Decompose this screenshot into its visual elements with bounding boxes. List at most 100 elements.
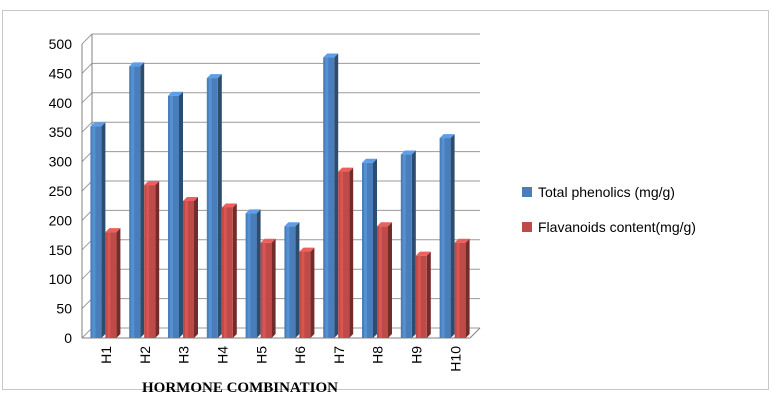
y-tick-label: 0 <box>64 330 72 346</box>
y-tick-label: 350 <box>49 124 73 140</box>
y-tick-label: 250 <box>49 183 73 199</box>
bar-flavanoids-h1-side <box>116 228 121 338</box>
bar-total-phenolics-h6-front <box>284 226 296 338</box>
bar-total-phenolics-h5-side <box>256 209 261 338</box>
x-tick-label: H1 <box>98 346 114 364</box>
gridline-side <box>81 151 93 162</box>
bar-total-phenolics-h1 <box>90 122 106 338</box>
bar-flavanoids-h2 <box>144 181 160 338</box>
bar-flavanoids-h2-front <box>144 185 156 338</box>
bar-total-phenolics-h10-front <box>439 138 451 338</box>
bar-total-phenolics-h1-side <box>101 122 106 338</box>
legend: Total phenolics (mg/g) Flavanoids conten… <box>522 184 696 235</box>
bar-total-phenolics-h3-side <box>179 91 183 338</box>
bar-total-phenolics-h6 <box>284 222 300 338</box>
gridline-side <box>81 239 93 251</box>
bar-total-phenolics-h7 <box>323 53 339 339</box>
gridline-side <box>81 63 93 74</box>
tick-labels: 0 50 100 150 200 250 300 350 400 450 500 H1 H2 H3 H4 H5… <box>49 36 464 372</box>
bar-flavanoids-h4-side <box>232 203 237 338</box>
bar-total-phenolics-h4-highlight <box>208 78 212 338</box>
bar-total-phenolics-h8-top <box>362 158 377 163</box>
bar-flavanoids-h2-top <box>144 181 160 186</box>
bar-total-phenolics-h9-top <box>400 150 416 155</box>
bar-flavanoids-h3-highlight <box>185 200 188 338</box>
bar-flavanoids-h10-top <box>454 238 470 243</box>
bar-flavanoids-h10 <box>454 238 470 338</box>
gridline-side <box>81 210 93 221</box>
bar-flavanoids-h9-highlight <box>417 255 421 338</box>
bar-total-phenolics-h10-highlight <box>441 138 445 338</box>
bar-flavanoids-h7-front <box>338 171 350 338</box>
bar-total-phenolics-h3-front <box>168 95 179 338</box>
legend-swatch-flavanoids <box>522 222 532 232</box>
gridline-side <box>81 121 93 133</box>
bar-total-phenolics-h9-front <box>400 154 412 338</box>
bar-flavanoids-h1-highlight <box>107 232 111 338</box>
bar-flavanoids-h10-highlight <box>456 242 460 338</box>
bar-flavanoids-h7-top <box>338 167 354 172</box>
bar-total-phenolics-h3-highlight <box>170 95 173 338</box>
bar-total-phenolics-h7-front <box>323 57 335 339</box>
bar-flavanoids-h9 <box>415 251 431 338</box>
bar-total-phenolics-h9 <box>400 150 416 338</box>
bar-flavanoids-h7 <box>338 167 354 338</box>
bar-total-phenolics-h5-highlight <box>247 213 251 338</box>
floor-edge <box>469 327 481 339</box>
x-axis-title: HORMONE COMBINATION <box>142 380 338 396</box>
y-tick-label: 450 <box>49 65 73 81</box>
bar-total-phenolics-h4-top <box>206 74 222 79</box>
bar-total-phenolics-h1-highlight <box>92 126 96 338</box>
gridline-side <box>81 327 93 339</box>
x-tick-label: H6 <box>292 346 308 364</box>
bar-total-phenolics-h1-top <box>90 122 106 127</box>
bar-flavanoids-h8-front <box>377 226 388 338</box>
y-tick-label: 500 <box>49 36 73 52</box>
bar-flavanoids-h3-side <box>194 196 198 338</box>
gridline-side <box>81 33 93 45</box>
bar-flavanoids-h5-top <box>260 238 276 243</box>
bar-flavanoids-h10-front <box>454 242 466 338</box>
x-tick-label: H9 <box>409 346 425 364</box>
bar-flavanoids-h4-top <box>221 203 237 208</box>
bar-total-phenolics-h9-side <box>411 150 416 338</box>
bar-flavanoids-h4-highlight <box>223 207 227 338</box>
bar-total-phenolics-h8-side <box>373 158 377 338</box>
bar-flavanoids-h1 <box>105 228 121 338</box>
y-tick-label: 150 <box>49 242 73 258</box>
gridline-side <box>81 180 93 192</box>
bar-total-phenolics-h8-highlight <box>364 162 367 338</box>
x-tick-label: H8 <box>370 346 386 364</box>
bar-total-phenolics-h5 <box>245 209 261 338</box>
bar-flavanoids-h6-front <box>299 251 311 338</box>
bar-flavanoids-h5-side <box>271 238 276 338</box>
bar-total-phenolics-h10-side <box>450 134 455 338</box>
bar-total-phenolics-h6-top <box>284 222 300 227</box>
gridline-side <box>81 298 93 309</box>
bar-flavanoids-h8-highlight <box>379 226 382 338</box>
bar-flavanoids-h2-side <box>155 181 160 338</box>
bar-total-phenolics-h3-top <box>168 91 183 96</box>
legend-label-total-phenolics: Total phenolics (mg/g) <box>538 184 675 200</box>
bar-flavanoids-h5-highlight <box>262 242 266 338</box>
bar-total-phenolics-h7-highlight <box>325 57 329 339</box>
bar-total-phenolics-h7-side <box>334 53 339 339</box>
bar-flavanoids-h3 <box>183 196 198 338</box>
bar-flavanoids-h7-highlight <box>340 171 344 338</box>
bar-total-phenolics-h2-highlight <box>131 66 135 339</box>
bar-total-phenolics-h8 <box>362 158 377 338</box>
bar-flavanoids-h8 <box>377 222 392 338</box>
bar-total-phenolics-h2-top <box>129 62 145 67</box>
bar-flavanoids-h8-side <box>388 222 392 338</box>
bar-flavanoids-h9-top <box>415 251 431 256</box>
bar-flavanoids-h6-highlight <box>301 251 305 338</box>
bar-total-phenolics-h9-highlight <box>402 154 406 338</box>
bar-total-phenolics-h5-top <box>245 209 261 214</box>
bar-flavanoids-h5 <box>260 238 276 338</box>
bar-flavanoids-h9-side <box>426 251 431 338</box>
bar-total-phenolics-h6-highlight <box>286 226 290 338</box>
bar-flavanoids-h3-front <box>183 200 194 338</box>
bar-total-phenolics-h5-front <box>245 213 257 338</box>
bar-flavanoids-h9-front <box>415 255 427 338</box>
y-tick-label: 200 <box>49 212 73 228</box>
